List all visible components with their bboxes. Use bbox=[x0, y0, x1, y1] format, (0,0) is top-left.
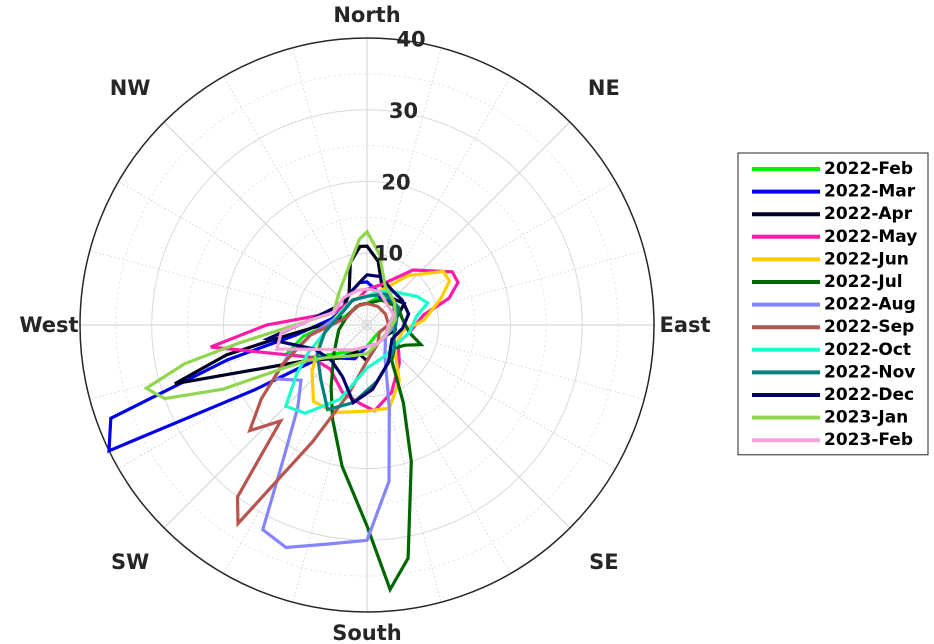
legend-label: 2022-Dec bbox=[824, 385, 914, 405]
legend-label: 2022-Jul bbox=[824, 272, 903, 292]
circular-gridline bbox=[187, 145, 547, 505]
series-lines bbox=[107, 229, 460, 594]
series-line-2023-Jan bbox=[143, 229, 397, 401]
legend-label: 2022-Apr bbox=[824, 204, 913, 224]
axis-labels: North NE East SE South SW West NW 10 20 30 40 bbox=[19, 3, 710, 644]
outer-ring bbox=[79, 37, 655, 613]
legend-label: 2022-Sep bbox=[824, 317, 914, 337]
legend-label: 2022-Mar bbox=[824, 182, 916, 202]
legend-label: 2022-Nov bbox=[824, 362, 915, 382]
legend-label: 2023-Feb bbox=[824, 430, 913, 450]
legend-label: 2022-May bbox=[824, 227, 917, 247]
series-line-2022-Jul bbox=[329, 298, 425, 594]
radius-tick-label: 30 bbox=[389, 99, 418, 123]
legend-label: 2022-Jun bbox=[824, 249, 909, 269]
direction-label: NW bbox=[110, 76, 151, 100]
direction-label: SE bbox=[589, 550, 618, 574]
legend-label: 2022-Oct bbox=[824, 340, 911, 360]
direction-label: West bbox=[19, 313, 78, 337]
radius-tick-label: 10 bbox=[374, 242, 403, 266]
radius-tick-label: 40 bbox=[396, 28, 425, 52]
legend-label: 2022-Aug bbox=[824, 295, 916, 315]
direction-label: North bbox=[333, 3, 400, 27]
direction-label: East bbox=[659, 313, 710, 337]
series-line-2022-Apr bbox=[174, 244, 407, 386]
direction-label: SW bbox=[111, 550, 149, 574]
legend-label: 2023-Jan bbox=[824, 408, 908, 428]
circular-gridline bbox=[223, 181, 511, 469]
circular-gridline bbox=[115, 73, 619, 577]
legend-label: 2022-Feb bbox=[824, 159, 913, 179]
series-line-2022-May bbox=[210, 268, 460, 413]
circular-gridline bbox=[258, 216, 476, 434]
series-line-2022-Nov bbox=[315, 292, 400, 412]
series-line-2023-Feb bbox=[274, 287, 396, 352]
radius-tick-label: 20 bbox=[381, 170, 410, 194]
direction-label: NE bbox=[588, 76, 620, 100]
direction-label: South bbox=[332, 621, 402, 644]
